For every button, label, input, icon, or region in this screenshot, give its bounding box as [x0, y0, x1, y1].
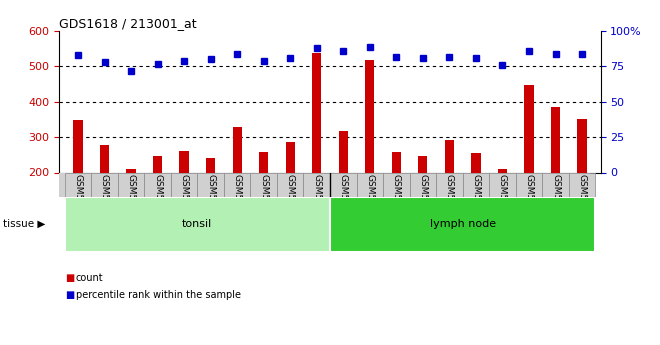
Text: lymph node: lymph node [430, 219, 496, 229]
Bar [117, 172, 145, 197]
Bar [171, 172, 197, 197]
Bar [330, 197, 595, 252]
Text: GSM51384: GSM51384 [153, 175, 162, 224]
Text: GSM51376: GSM51376 [471, 175, 480, 224]
Bar [436, 172, 463, 197]
Bar [383, 172, 410, 197]
Bar [65, 172, 91, 197]
Bar [91, 172, 117, 197]
Bar [524, 85, 534, 172]
Bar [515, 172, 543, 197]
Bar [498, 169, 507, 172]
Bar [100, 145, 109, 172]
Bar [445, 140, 454, 172]
Bar [304, 172, 330, 197]
Bar [153, 156, 162, 172]
Bar [73, 120, 82, 172]
Bar [391, 152, 401, 172]
Bar [330, 172, 356, 197]
Bar [543, 172, 569, 197]
Bar [410, 172, 436, 197]
Bar [126, 169, 136, 172]
Text: tissue ▶: tissue ▶ [3, 219, 46, 229]
Text: GSM51382: GSM51382 [100, 175, 109, 224]
Text: GSM51372: GSM51372 [365, 175, 374, 224]
Text: ■: ■ [65, 273, 74, 283]
Bar [65, 197, 330, 252]
Bar [463, 172, 489, 197]
Text: count: count [76, 273, 104, 283]
Bar [312, 53, 321, 172]
Text: GDS1618 / 213001_at: GDS1618 / 213001_at [59, 17, 197, 30]
Bar [197, 172, 224, 197]
Bar [365, 60, 374, 172]
Bar [569, 172, 595, 197]
Text: GSM51375: GSM51375 [445, 175, 454, 224]
Text: GSM51381: GSM51381 [73, 175, 82, 224]
Bar [578, 119, 587, 172]
Text: GSM51380: GSM51380 [578, 175, 587, 224]
Text: GSM51388: GSM51388 [259, 175, 268, 224]
Bar [551, 107, 560, 172]
Text: GSM51377: GSM51377 [498, 175, 507, 224]
Text: GSM51379: GSM51379 [551, 175, 560, 224]
Text: GSM51371: GSM51371 [339, 175, 348, 224]
Bar [145, 172, 171, 197]
Text: percentile rank within the sample: percentile rank within the sample [76, 290, 241, 300]
Bar [277, 172, 304, 197]
Bar [206, 158, 215, 172]
Text: GSM51374: GSM51374 [418, 175, 428, 224]
Bar [489, 172, 515, 197]
Bar [356, 172, 383, 197]
Text: GSM51386: GSM51386 [206, 175, 215, 224]
Bar [339, 131, 348, 172]
Text: GSM51390: GSM51390 [312, 175, 321, 224]
Text: GSM51387: GSM51387 [232, 175, 242, 224]
Text: GSM51373: GSM51373 [392, 175, 401, 224]
Text: GSM51385: GSM51385 [180, 175, 189, 224]
Bar [180, 151, 189, 172]
Bar [232, 127, 242, 172]
Text: ■: ■ [65, 290, 74, 300]
Text: tonsil: tonsil [182, 219, 213, 229]
Text: GSM51378: GSM51378 [525, 175, 533, 224]
Bar [224, 172, 250, 197]
Bar [418, 156, 428, 172]
Bar [471, 153, 480, 172]
Bar [250, 172, 277, 197]
Bar [259, 152, 269, 172]
Bar [286, 142, 295, 172]
Text: GSM51383: GSM51383 [127, 175, 135, 224]
Text: GSM51389: GSM51389 [286, 175, 295, 224]
